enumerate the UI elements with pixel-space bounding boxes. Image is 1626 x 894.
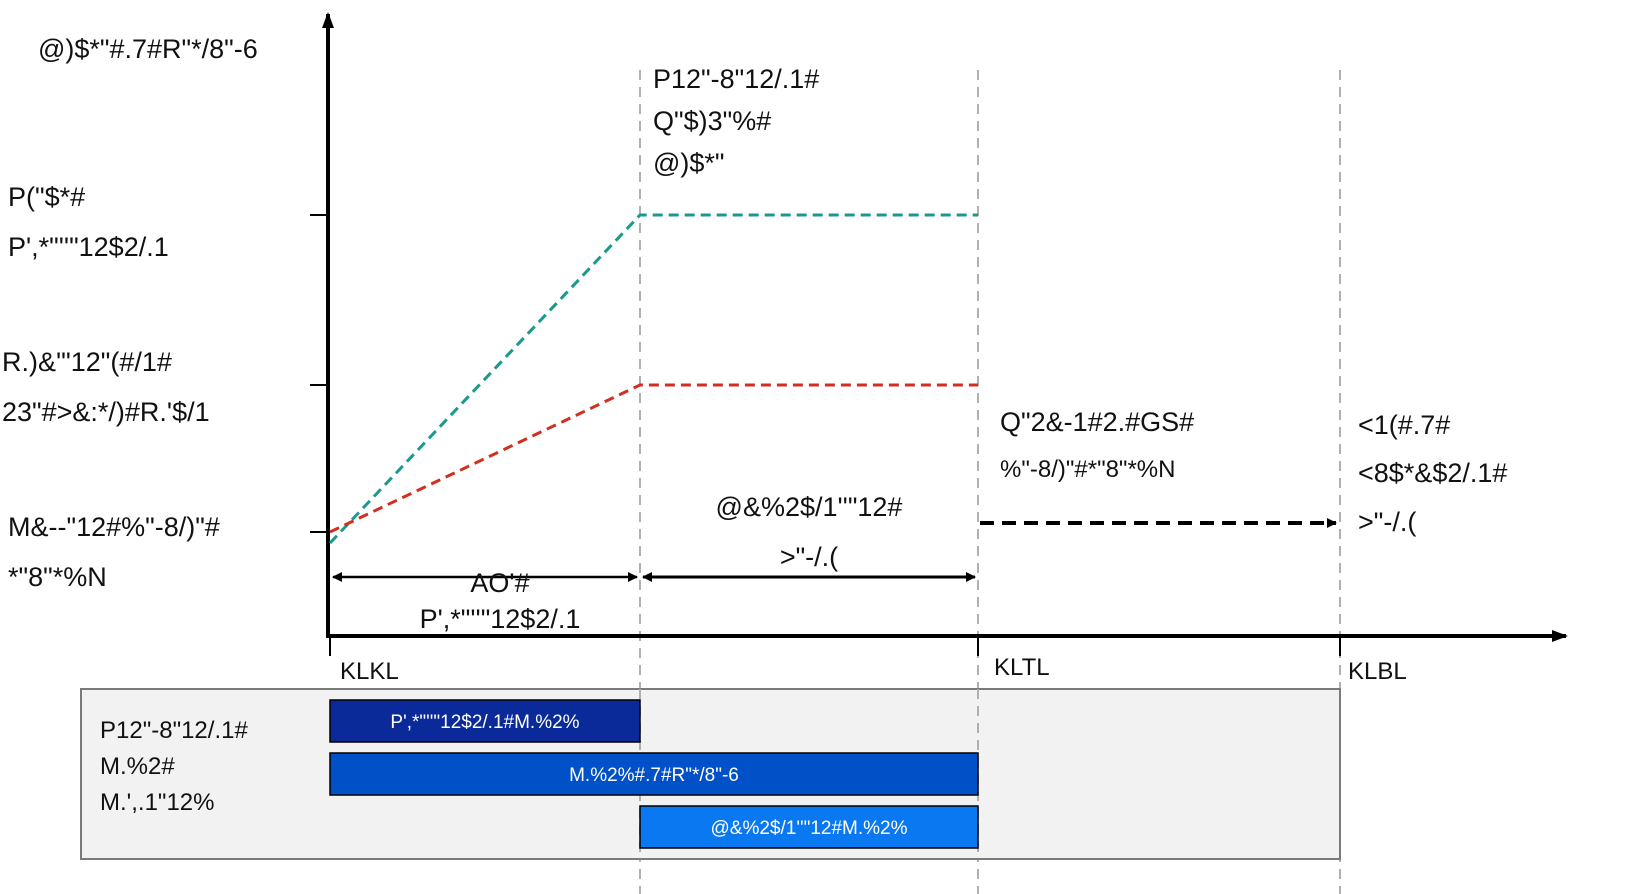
span-third-line-1: Q"2&-1#2.#GS# (1000, 407, 1195, 437)
top-label-line-3: @)$*" (653, 148, 725, 178)
legend-title-line-2: M.%2# (100, 753, 175, 780)
legend-title-line-1: P12"-8"12/.1# (100, 717, 248, 744)
span-fourth-line-2: <8$*&$2/.1# (1358, 458, 1508, 488)
top-label-line-2: Q"$)3"%# (653, 106, 772, 136)
x-tick-label-3: KLBL (1348, 658, 1407, 685)
legend-bar-1-label: P',*"''"12$2/.1#M.%2% (390, 712, 579, 733)
legend-bar-3-label: @&%2$/1''"12#M.%2% (711, 818, 908, 839)
level-1-line-2: P',*"''"12$2/.1 (8, 232, 169, 262)
level-3-line-2: *"8"*%N (8, 562, 107, 592)
span-fourth-line-3: >"-/.( (1358, 507, 1417, 537)
level-2-line-1: R.)&'"12"(#/1# (2, 347, 172, 377)
span-first-line-2: P',*"''"12$2/.1 (419, 604, 581, 634)
level-1-line-1: P("$*# (8, 182, 86, 212)
x-tick-label-2: KLTL (994, 654, 1050, 681)
legend-title-line-3: M.',.1"12% (100, 789, 215, 816)
y-axis-title: @)$*"#.7#R"*/8"-6 (38, 34, 258, 64)
span-third-line-2: %"-8/)"#*"8"*%N (1000, 456, 1176, 483)
x-tick-label-1: KLKL (340, 658, 399, 685)
span-second-line-1: @&%2$/1''"12# (715, 492, 903, 522)
top-label-line-1: P12"-8"12/.1# (653, 64, 820, 94)
legend-bar-2 (329, 752, 979, 796)
level-2-line-2: 23"#>&:*/)#R.'$/1 (2, 397, 210, 427)
legend-bar-2-label: M.%2%#.7#R"*/8"-6 (569, 765, 739, 786)
span-first-line-1: AO'# (470, 568, 530, 598)
lower-dashed-line (329, 383, 978, 534)
span-second-line-2: >"-/.( (779, 542, 839, 572)
span-fourth-line-1: <1(#.7# (1358, 410, 1451, 440)
upper-dashed-line (328, 213, 978, 545)
legend-bar-1 (329, 699, 641, 743)
level-3-line-1: M&--"12#%"-8/)"# (8, 512, 220, 542)
legend-bar-3 (639, 805, 979, 849)
